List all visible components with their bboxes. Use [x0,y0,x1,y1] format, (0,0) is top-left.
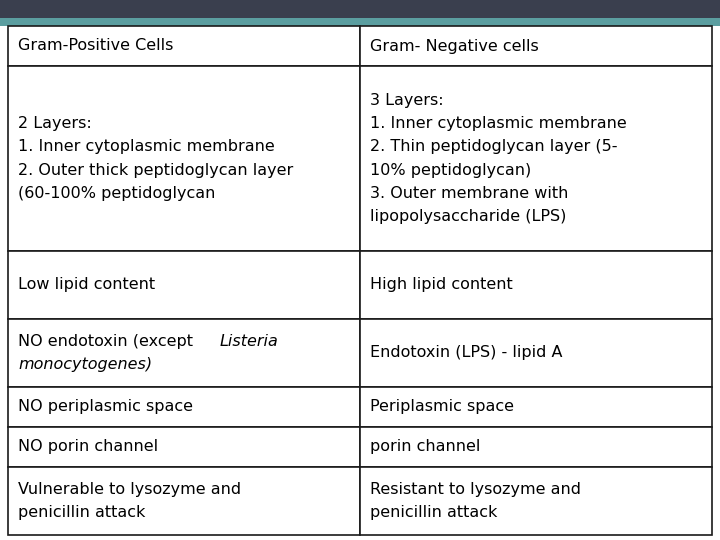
Text: penicillin attack: penicillin attack [18,505,145,520]
Text: 1. Inner cytoplasmic membrane: 1. Inner cytoplasmic membrane [18,139,275,154]
Bar [8,319,360,387]
Text: Gram-Positive Cells: Gram-Positive Cells [18,38,174,53]
Bar [8,66,360,251]
Text: NO endotoxin (except: NO endotoxin (except [18,334,198,349]
Text: 3 Layers:: 3 Layers: [370,93,444,108]
Bar [0,18,720,26]
Bar [8,251,360,319]
Bar [8,26,360,66]
Text: monocytogenes): monocytogenes) [18,357,152,372]
Text: lipopolysaccharide (LPS): lipopolysaccharide (LPS) [370,209,567,224]
Bar [8,427,360,467]
Text: Periplasmic space: Periplasmic space [370,400,514,415]
Bar [0,535,720,540]
Text: Listeria: Listeria [220,334,278,349]
Bar [360,26,712,66]
Bar [360,387,712,427]
Bar [8,467,360,535]
Text: porin channel: porin channel [370,440,480,455]
Bar [360,66,712,251]
Text: Gram- Negative cells: Gram- Negative cells [370,38,539,53]
Bar [0,0,720,18]
Text: 10% peptidoglycan): 10% peptidoglycan) [370,163,531,178]
Text: 2. Thin peptidoglycan layer (5-: 2. Thin peptidoglycan layer (5- [370,139,618,154]
Bar [360,427,712,467]
Text: NO porin channel: NO porin channel [18,440,158,455]
Text: 2 Layers:: 2 Layers: [18,116,91,131]
Text: NO periplasmic space: NO periplasmic space [18,400,193,415]
Bar [360,467,712,535]
Bar [8,387,360,427]
Text: Resistant to lysozyme and: Resistant to lysozyme and [370,482,581,497]
Bar [360,251,712,319]
Text: Endotoxin (LPS) - lipid A: Endotoxin (LPS) - lipid A [370,346,562,361]
Bar [360,319,712,387]
Text: (60-100% peptidoglycan: (60-100% peptidoglycan [18,186,215,201]
Text: High lipid content: High lipid content [370,278,513,293]
Text: penicillin attack: penicillin attack [370,505,498,520]
Text: Vulnerable to lysozyme and: Vulnerable to lysozyme and [18,482,241,497]
Text: 3. Outer membrane with: 3. Outer membrane with [370,186,568,201]
Text: 1. Inner cytoplasmic membrane: 1. Inner cytoplasmic membrane [370,116,626,131]
Text: 2. Outer thick peptidoglycan layer: 2. Outer thick peptidoglycan layer [18,163,293,178]
Text: Low lipid content: Low lipid content [18,278,155,293]
